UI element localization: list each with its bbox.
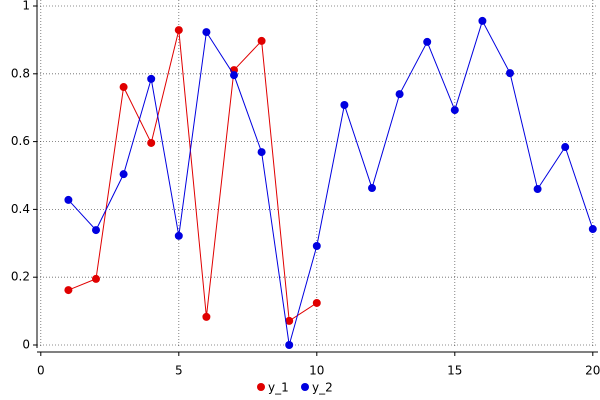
y-tick-label: 0.4 [11, 202, 30, 216]
data-point [312, 242, 321, 251]
data-point [340, 100, 349, 109]
data-point [506, 69, 514, 78]
data-point [478, 16, 487, 25]
data-point [395, 90, 404, 99]
data-point [533, 185, 542, 194]
data-point [202, 28, 211, 37]
data-point [588, 225, 597, 234]
data-point [257, 148, 266, 157]
data-point [119, 170, 128, 179]
data-point [174, 231, 183, 240]
data-point [174, 26, 183, 35]
data-point [230, 71, 238, 80]
y-tick-label: 0 [22, 338, 30, 352]
y-tick-label: 0.6 [11, 134, 30, 148]
x-tick-label: 10 [309, 364, 324, 378]
data-point [561, 143, 570, 152]
data-point [423, 37, 432, 46]
data-point [92, 274, 100, 283]
series-line [68, 29, 318, 322]
legend-label: y_2 [312, 381, 333, 395]
data-point [312, 298, 321, 307]
data-point [64, 286, 73, 295]
legend-marker [301, 383, 309, 391]
data-point [119, 83, 128, 92]
x-tick-label: 5 [175, 364, 183, 378]
y-tick-label: 0.2 [11, 270, 30, 284]
legend-marker [257, 383, 265, 391]
data-point [64, 195, 73, 204]
data-point [285, 316, 294, 325]
data-point [147, 74, 156, 83]
x-tick-label: 20 [585, 364, 600, 378]
x-tick-label: 0 [37, 364, 45, 378]
data-point [92, 226, 100, 235]
data-point [368, 184, 376, 193]
series-line [68, 19, 594, 346]
data-point [202, 312, 211, 321]
y-tick-label: 1 [22, 0, 30, 13]
legend-label: y_1 [268, 381, 289, 395]
y-tick-label: 0.8 [11, 66, 30, 80]
x-tick-label: 15 [447, 364, 462, 378]
data-point [285, 341, 294, 349]
data-point [450, 106, 459, 115]
data-point [147, 138, 156, 147]
data-point [257, 36, 266, 45]
